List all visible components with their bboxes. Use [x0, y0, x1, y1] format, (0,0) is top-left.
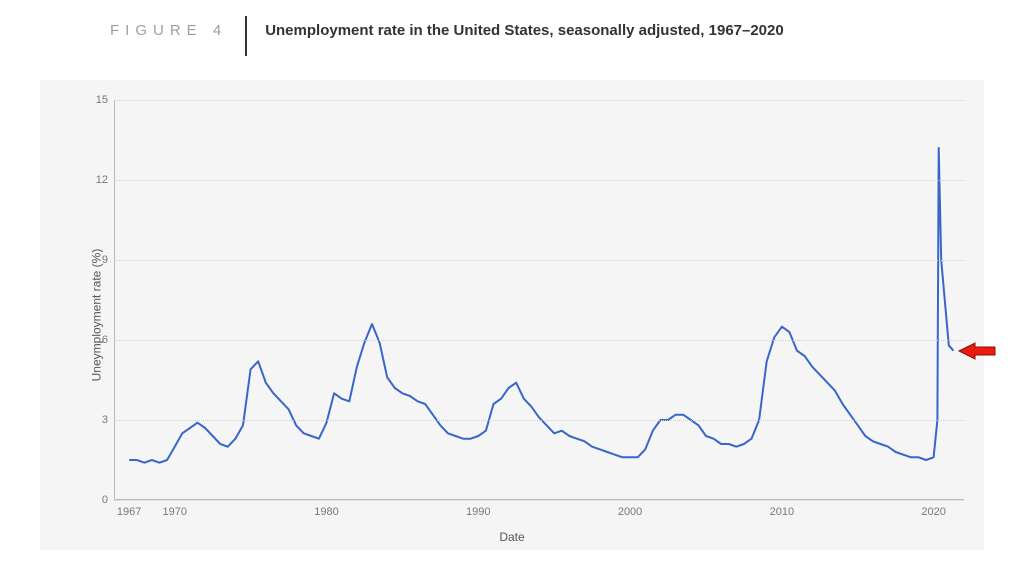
gridline: [114, 500, 964, 501]
x-tick-label: 2020: [921, 500, 945, 518]
chart-panel: Uneymployment rate (%) Date 036912151967…: [40, 80, 984, 550]
y-tick-label: 3: [102, 414, 114, 426]
figure-header: FIGURE 4 Unemployment rate in the United…: [110, 22, 984, 72]
x-axis-label: Date: [499, 530, 524, 544]
highlight-arrow-icon: [957, 339, 997, 363]
x-tick-label: 1970: [162, 500, 186, 518]
y-axis-label: Uneymployment rate (%): [89, 249, 103, 382]
figure-label: FIGURE 4: [110, 22, 245, 39]
line-chart-svg: [114, 100, 964, 500]
unemployment-line: [129, 148, 953, 463]
gridline: [114, 340, 964, 341]
x-tick-label: 1967: [117, 500, 141, 518]
figure-title: Unemployment rate in the United States, …: [265, 22, 784, 39]
y-tick-label: 9: [102, 254, 114, 266]
plot-area: 036912151967197019801990200020102020: [114, 100, 964, 500]
x-tick-label: 2000: [618, 500, 642, 518]
gridline: [114, 100, 964, 101]
y-tick-label: 6: [102, 334, 114, 346]
gridline: [114, 180, 964, 181]
x-tick-label: 2010: [770, 500, 794, 518]
page-root: FIGURE 4 Unemployment rate in the United…: [0, 0, 1024, 576]
x-tick-label: 1980: [314, 500, 338, 518]
y-tick-label: 12: [96, 174, 114, 186]
x-tick-label: 1990: [466, 500, 490, 518]
y-tick-label: 0: [102, 494, 114, 506]
y-tick-label: 15: [96, 94, 114, 106]
header-divider: [245, 16, 247, 56]
gridline: [114, 420, 964, 421]
gridline: [114, 260, 964, 261]
